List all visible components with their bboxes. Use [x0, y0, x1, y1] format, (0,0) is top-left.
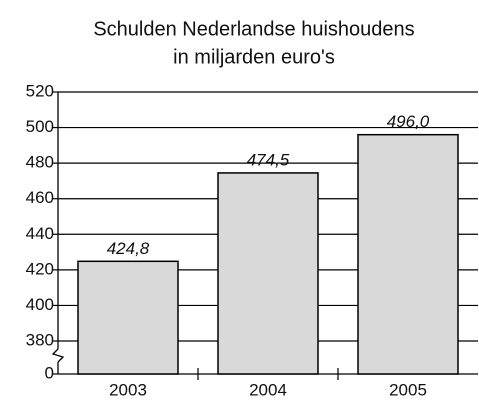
x-tick-label: 2004	[249, 380, 287, 399]
y-tick-label: 460	[26, 188, 54, 207]
y-tick-label: 520	[26, 81, 54, 100]
value-label: 474,5	[247, 150, 290, 169]
y-tick-label: 400	[26, 295, 54, 314]
chart-title: Schulden Nederlandse huishoudens	[93, 18, 414, 40]
axis-break	[51, 348, 65, 363]
y-tick-label: 0	[45, 363, 54, 382]
y-tick-label: 480	[26, 153, 54, 172]
y-tick-label: 420	[26, 259, 54, 278]
bar	[77, 260, 179, 375]
x-tick-label: 2003	[109, 380, 147, 399]
bar	[217, 172, 319, 375]
y-tick-label: 500	[26, 117, 54, 136]
y-axis	[51, 92, 65, 374]
value-label: 424,8	[107, 239, 150, 258]
y-tick-label: 440	[26, 224, 54, 243]
value-label: 496,0	[387, 112, 430, 131]
y-tick-label: 380	[26, 330, 54, 349]
chart-subtitle: in miljarden euro's	[173, 46, 335, 68]
bar	[357, 133, 459, 375]
x-tick-label: 2005	[389, 380, 427, 399]
